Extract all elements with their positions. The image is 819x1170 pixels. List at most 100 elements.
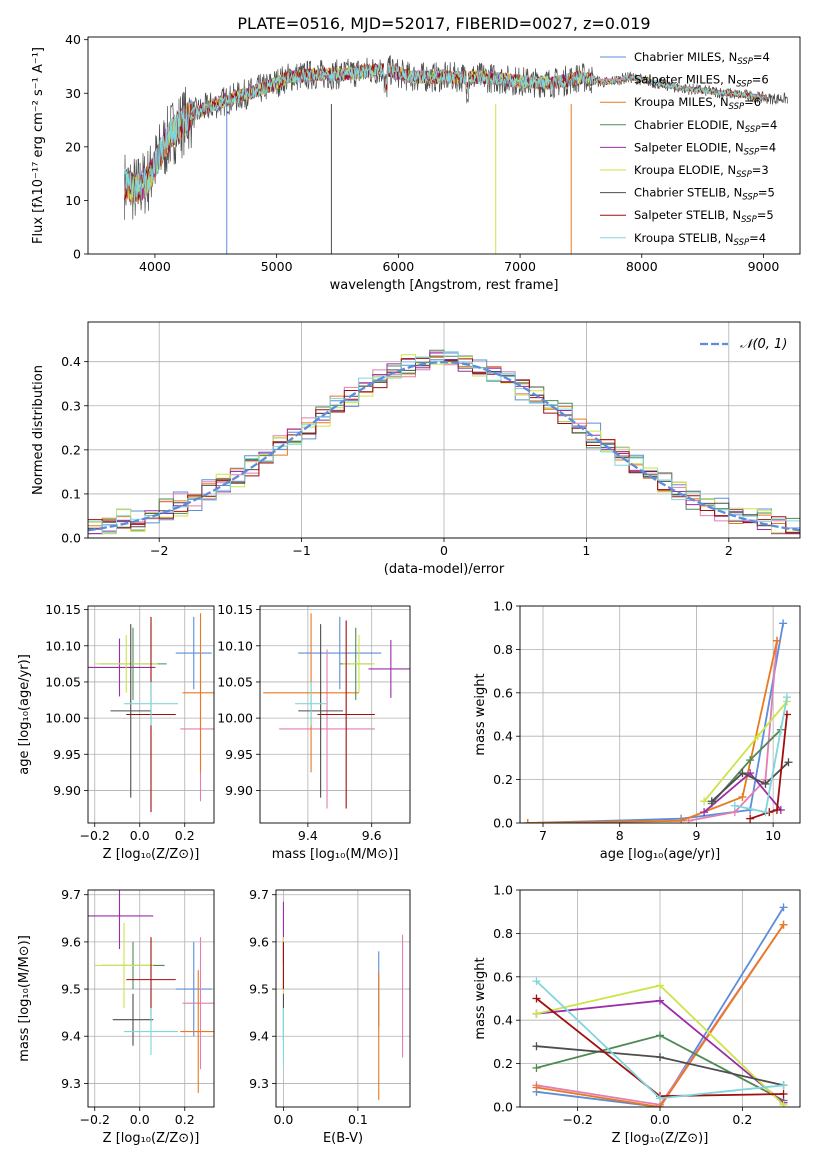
- legend: 𝒩(0, 1): [700, 337, 787, 352]
- legend-label-5: Salpeter ELODIE, NSSP=4: [634, 140, 776, 157]
- y-tick-label: 0.2: [493, 1056, 513, 1071]
- y-tick-label: 10.15: [45, 602, 81, 617]
- errorbar-6: [94, 923, 154, 1008]
- plot-area: [282, 901, 404, 1100]
- errorbar-5: [368, 639, 410, 698]
- y-tick-label: 0.1: [61, 486, 81, 501]
- weight-series-2: [684, 636, 781, 823]
- grid-lines: [260, 606, 410, 823]
- axes-frame: [87, 321, 801, 539]
- y-tick-label: 9.7: [61, 887, 81, 902]
- legend-label-3: Kroupa MILES, NSSP=6: [634, 95, 761, 112]
- y-axis-label: mass [log₁₀(M/M⊙)]: [17, 935, 32, 1062]
- errorbar-5: [88, 638, 156, 697]
- y-axis-label: Flux [fλ10⁻¹⁷ erg cm⁻² s⁻¹ A⁻¹]: [31, 47, 46, 244]
- y-tick-label: 9.6: [61, 934, 81, 949]
- y-tick-label: 30: [65, 86, 81, 101]
- axes-frame: [87, 605, 215, 824]
- y-tick-label: 0.2: [493, 772, 513, 787]
- y-tick-label: 0.8: [493, 642, 513, 657]
- y-tick-label: 0: [73, 247, 81, 262]
- y-tick-label: 9.90: [53, 783, 81, 798]
- axes-frame: [87, 36, 801, 255]
- y-axis-label: age [log₁₀(age/yr)]: [17, 654, 32, 775]
- age-vs-metallicity-panel: −0.2 0.0 0.2 9.90 9.95 10.00 10.05 10.10 10.15 Z …: [17, 602, 215, 862]
- y-tick-label: 0.0: [493, 1100, 513, 1115]
- y-tick-label: 9.3: [61, 1076, 81, 1091]
- weight-line: [749, 714, 788, 820]
- weight-line: [527, 640, 778, 823]
- x-tick-label: 7: [539, 828, 547, 843]
- x-tick-label: 10: [765, 828, 781, 843]
- errorbar-2: [182, 937, 214, 1070]
- errorbar-7: [112, 993, 154, 1046]
- errorbar-9: [124, 681, 178, 726]
- figure-title: PLATE=0516, MJD=52017, FIBERID=0027, z=0…: [237, 14, 650, 33]
- y-tick-label: 10.15: [217, 602, 253, 617]
- x-tick-label: −0.2: [80, 1112, 110, 1127]
- y-tick-label: 9.4: [249, 1029, 269, 1044]
- weight-series-9: [730, 693, 791, 817]
- y-tick-label: 0.6: [493, 969, 513, 984]
- weight-line: [536, 906, 785, 1107]
- axes-frame: [259, 605, 411, 824]
- errorbar-6: [342, 634, 375, 693]
- x-tick-label: 0.0: [650, 1112, 670, 1127]
- axes-frame: [87, 889, 215, 1108]
- errorbar-1: [175, 616, 212, 690]
- errorbar-1: [175, 941, 212, 1037]
- histogram-step-9: [88, 351, 800, 533]
- x-tick-label: 6000: [382, 259, 414, 274]
- x-tick-label: 9.4: [298, 828, 318, 843]
- legend-label-6: Kroupa ELODIE, NSSP=3: [634, 163, 769, 180]
- y-tick-label: 0.0: [61, 531, 81, 546]
- x-axis-label: age [log₁₀(age/yr)]: [600, 847, 721, 862]
- x-tick-label: 0.2: [175, 828, 195, 843]
- y-tick-label: 10.10: [45, 638, 81, 653]
- y-tick-label: 9.5: [61, 982, 81, 997]
- y-tick-label: 20: [65, 139, 81, 154]
- x-axis-label: Z [log₁₀(Z/Z⊙)]: [103, 1131, 200, 1146]
- axes-frame: [519, 605, 801, 824]
- x-tick-label: 0: [440, 543, 448, 558]
- x-tick-label: 0.0: [130, 1112, 150, 1127]
- grid-lines: [520, 605, 800, 824]
- y-tick-label: 9.7: [249, 887, 269, 902]
- y-axis-label: Normed distribution: [31, 365, 46, 495]
- plot-area: [263, 613, 410, 809]
- spectrum-line-9: [124, 62, 767, 204]
- x-tick-label: 9: [692, 828, 700, 843]
- errorbar-3: [182, 613, 214, 773]
- x-tick-label: 9.6: [362, 828, 382, 843]
- y-tick-label: 10.00: [217, 711, 253, 726]
- weight-series-7: [707, 758, 793, 806]
- weight-series-4: [532, 1031, 788, 1105]
- errorbar-7: [110, 624, 151, 798]
- mass-vs-metallicity-panel: −0.2 0.0 0.2 9.3 9.4 9.5 9.6 9.7 Z [log₁₀(Z/Z⊙)]…: [17, 887, 215, 1146]
- normal-reference-curve: [88, 360, 800, 532]
- y-tick-label: 0.4: [61, 354, 81, 369]
- x-axis-label: (data-model)/error: [384, 562, 505, 577]
- y-tick-label: 9.95: [53, 747, 81, 762]
- y-tick-label: 0.4: [493, 1013, 513, 1028]
- y-tick-label: 0.4: [493, 729, 513, 744]
- y-tick-label: 9.4: [61, 1029, 81, 1044]
- y-tick-label: 9.6: [249, 934, 269, 949]
- residuals-panel: −2 −1 0 1 2 0.0 0.1 0.2 0.3 0.4 (data-model)/error…: [31, 321, 801, 577]
- x-tick-label: 0.0: [130, 828, 150, 843]
- grid-lines: [276, 890, 410, 1107]
- legend-label-2: Salpeter MILES, NSSP=6: [634, 73, 769, 90]
- y-tick-label: 9.5: [249, 982, 269, 997]
- spectrum-panel: 4000 5000 6000 7000 8000 9000 0 10 20 30 40 wavelen…: [31, 32, 801, 293]
- histogram-step-6: [88, 354, 800, 535]
- y-tick-label: 1.0: [493, 883, 513, 898]
- y-tick-label: 40: [65, 32, 81, 47]
- mass-weight-vs-age-panel: 7 8 9 10 0.0 0.2 0.4 0.6 0.8 1.0 age [log₁₀(age/yr…: [473, 599, 801, 862]
- plot-area: [124, 55, 788, 254]
- x-tick-label: 8: [616, 828, 624, 843]
- plot-area: [523, 619, 793, 823]
- weight-series-5: [700, 769, 785, 817]
- x-tick-label: 9000: [748, 259, 780, 274]
- y-tick-label: 9.95: [225, 747, 253, 762]
